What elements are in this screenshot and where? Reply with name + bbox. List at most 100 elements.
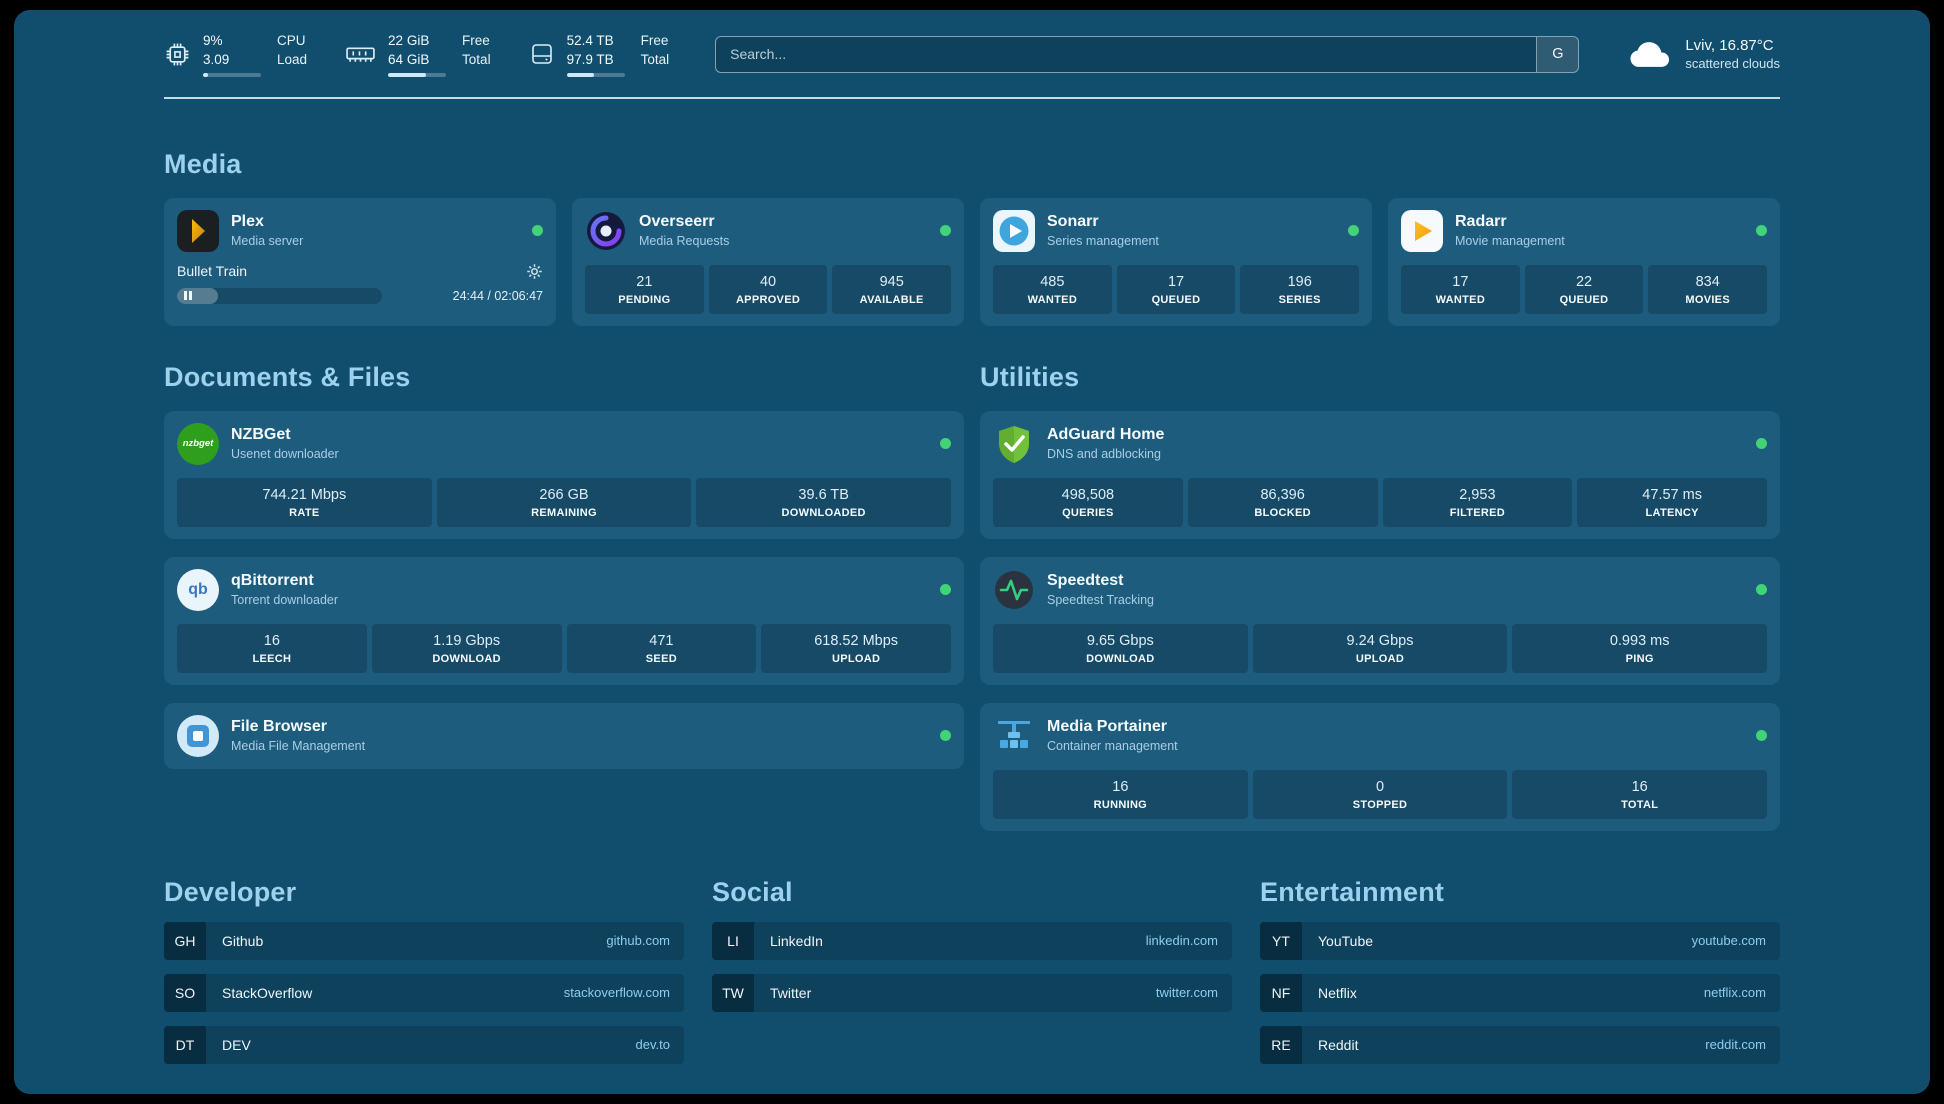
stat-label: UPLOAD: [832, 652, 881, 665]
stat-box: 1.19 Gbps DOWNLOAD: [371, 623, 562, 673]
search-provider-button[interactable]: G: [1536, 36, 1579, 72]
app-subtitle: DNS and adblocking: [1047, 447, 1161, 462]
bookmark-abbr: TW: [712, 973, 754, 1012]
gear-icon[interactable]: [526, 263, 543, 280]
bookmark-stackoverflow[interactable]: SO StackOverflow stackoverflow.com: [164, 973, 684, 1012]
filebrowser-card[interactable]: File Browser Media File Management: [164, 702, 964, 769]
media-section-title: Media: [164, 148, 242, 179]
utilities-section: Utilities AdGuard Home: [980, 362, 1780, 831]
adguard-icon: [993, 423, 1035, 465]
stat-label: SEED: [645, 652, 677, 665]
cpu-stat-widget: 9% 3.09 CPU Load: [164, 32, 307, 77]
portainer-card[interactable]: Media Portainer Container management 16 …: [980, 702, 1780, 831]
status-dot: [940, 730, 951, 742]
bookmark-youtube[interactable]: YT YouTube youtube.com: [1260, 921, 1780, 960]
sonarr-icon: [993, 209, 1035, 252]
status-dot: [940, 438, 951, 450]
stat-value: 21: [636, 273, 653, 290]
stat-label: SERIES: [1278, 293, 1321, 306]
search-input[interactable]: [715, 35, 1580, 73]
bookmark-linkedin[interactable]: LI LinkedIn linkedin.com: [712, 921, 1232, 960]
cpu-label: CPU: [277, 33, 306, 48]
bookmark-dev[interactable]: DT DEV dev.to: [164, 1025, 684, 1064]
playback-progress-bar[interactable]: [177, 287, 382, 304]
stat-label: FILTERED: [1449, 506, 1506, 519]
radarr-card[interactable]: Radarr Movie management 17 WANTED 22 QUE…: [1388, 197, 1780, 326]
stat-box: 618.52 Mbps UPLOAD: [761, 623, 951, 673]
media-section: Media Plex Media server: [164, 149, 1780, 326]
bookmark-twitter[interactable]: TW Twitter twitter.com: [712, 973, 1232, 1012]
bookmark-url: reddit.com: [1705, 1037, 1766, 1053]
stat-box: 16 RUNNING: [993, 769, 1248, 819]
pause-icon[interactable]: [184, 288, 192, 304]
stat-value: 16: [1112, 778, 1129, 795]
plex-icon: [177, 209, 219, 252]
stat-label: PING: [1625, 652, 1654, 665]
speedtest-card[interactable]: Speedtest Speedtest Tracking 9.65 Gbps D…: [980, 556, 1780, 685]
stat-label: REMAINING: [531, 506, 597, 519]
developer-bookmarks: Developer GH Github github.com SO StackO…: [164, 877, 684, 1064]
stat-value: 16: [1631, 778, 1648, 795]
stat-box: 0 STOPPED: [1252, 769, 1508, 819]
stat-value: 744.21 Mbps: [262, 486, 347, 503]
bookmark-url: twitter.com: [1155, 985, 1218, 1001]
stat-value: 945: [879, 273, 904, 290]
disk-total-value: 97.9 TB: [566, 51, 614, 67]
system-stats: 9% 3.09 CPU Load: [164, 32, 669, 77]
disk-icon: [531, 44, 552, 65]
overseerr-card[interactable]: Overseerr Media Requests 21 PENDING 40 A…: [572, 197, 964, 326]
qbittorrent-card[interactable]: qb qBittorrent Torrent downloader 16 LEE…: [164, 556, 964, 685]
bookmark-github[interactable]: GH Github github.com: [164, 921, 684, 960]
stat-label: QUEUED: [1151, 293, 1201, 306]
entertainment-section-title: Entertainment: [1260, 876, 1445, 907]
stat-label: WANTED: [1435, 293, 1486, 306]
bookmark-abbr: GH: [164, 921, 206, 960]
stat-label: BLOCKED: [1254, 506, 1311, 519]
bookmark-netflix[interactable]: NF Netflix netflix.com: [1260, 973, 1780, 1012]
memory-stat-widget: 22 GiB 64 GiB Free Total: [345, 32, 491, 77]
cpu-icon: [166, 43, 189, 66]
stat-box: 2,953 FILTERED: [1382, 477, 1573, 527]
plex-card[interactable]: Plex Media server Bullet Train: [164, 197, 556, 326]
stat-box: 196 SERIES: [1240, 264, 1360, 314]
disk-stat-widget: 52.4 TB 97.9 TB Free Total: [529, 32, 669, 77]
status-dot: [940, 225, 951, 237]
stat-label: QUEUED: [1559, 293, 1609, 306]
bookmark-reddit[interactable]: RE Reddit reddit.com: [1260, 1025, 1780, 1064]
app-name: File Browser: [231, 718, 328, 736]
stat-value: 40: [759, 273, 777, 290]
radarr-icon: [1401, 209, 1443, 252]
bookmark-name: StackOverflow: [222, 984, 313, 1001]
nzbget-card[interactable]: nzbget NZBGet Usenet downloader 744.21 M…: [164, 410, 964, 539]
status-dot: [1756, 438, 1767, 450]
bookmark-abbr: SO: [164, 973, 206, 1012]
adguard-card[interactable]: AdGuard Home DNS and adblocking 498,508 …: [980, 410, 1780, 539]
stat-box: 47.57 ms LATENCY: [1577, 477, 1767, 527]
stat-label: LATENCY: [1645, 506, 1699, 519]
stat-value: 0: [1375, 778, 1385, 795]
app-name: Sonarr: [1047, 213, 1099, 231]
weather-location: Lviv, 16.87°C: [1685, 37, 1774, 55]
stat-box: 40 APPROVED: [708, 264, 828, 314]
stat-label: APPROVED: [735, 293, 801, 306]
app-subtitle: Speedtest Tracking: [1047, 593, 1155, 608]
stat-label: LEECH: [252, 652, 292, 665]
stat-box: 9.65 Gbps DOWNLOAD: [993, 623, 1248, 673]
sonarr-card[interactable]: Sonarr Series management 485 WANTED 17 Q…: [980, 197, 1372, 326]
stat-label: UPLOAD: [1355, 652, 1405, 665]
stat-label: DOWNLOADED: [781, 506, 866, 519]
status-dot: [940, 584, 951, 596]
cpu-percent: 9%: [203, 33, 223, 48]
bookmark-abbr: RE: [1260, 1025, 1302, 1064]
stat-box: 16 TOTAL: [1512, 769, 1768, 819]
app-name: Speedtest: [1047, 572, 1124, 590]
stat-box: 17 QUEUED: [1116, 264, 1236, 314]
social-bookmarks: Social LI LinkedIn linkedin.com TW Twitt…: [712, 877, 1232, 1064]
memory-free-value: 22 GiB: [388, 33, 430, 48]
app-subtitle: Series management: [1047, 234, 1159, 249]
bookmark-name: Reddit: [1318, 1036, 1359, 1053]
bookmark-abbr: DT: [164, 1025, 206, 1064]
stat-label: TOTAL: [1621, 798, 1659, 811]
stat-box: 17 WANTED: [1401, 264, 1520, 314]
stat-value: 2,953: [1459, 486, 1496, 503]
